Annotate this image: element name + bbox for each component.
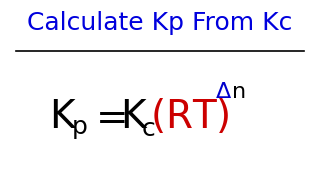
Text: $\mathregular{K}$: $\mathregular{K}$ — [120, 98, 148, 136]
Text: $\mathregular{=}$: $\mathregular{=}$ — [88, 98, 126, 136]
Text: Calculate Kp From Kc: Calculate Kp From Kc — [27, 11, 293, 35]
Text: $\mathregular{n}$: $\mathregular{n}$ — [231, 82, 246, 102]
Text: $\mathregular{\Delta}$: $\mathregular{\Delta}$ — [215, 82, 233, 102]
Text: $\mathregular{K}$: $\mathregular{K}$ — [49, 98, 77, 136]
Text: $\mathregular{(RT)}$: $\mathregular{(RT)}$ — [150, 97, 230, 136]
Text: $\mathregular{p}$: $\mathregular{p}$ — [71, 117, 87, 141]
Text: $\mathregular{c}$: $\mathregular{c}$ — [141, 117, 155, 141]
